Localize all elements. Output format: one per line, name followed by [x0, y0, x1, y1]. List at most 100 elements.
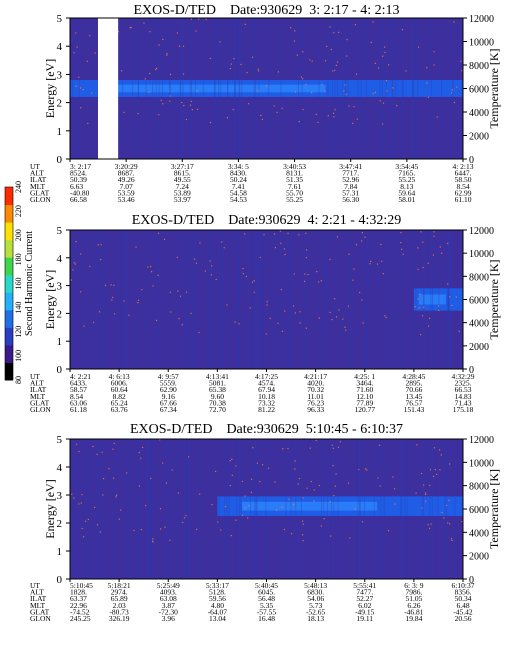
high-count-speckle [330, 535, 332, 537]
ephem-value: 52.96 [342, 175, 359, 184]
high-count-speckle [279, 230, 282, 232]
colorbar-tick-label: 220 [14, 205, 23, 217]
colorbar-segment [5, 257, 13, 276]
high-count-speckle [78, 503, 80, 505]
high-count-speckle [274, 247, 277, 249]
y2-axis-label: Temperature [K] [487, 259, 501, 339]
high-count-speckle [359, 291, 361, 294]
high-count-speckle [323, 518, 325, 520]
high-count-speckle [372, 21, 374, 23]
noise-streak [234, 18, 236, 159]
noise-streak [392, 18, 394, 159]
high-count-speckle [284, 253, 286, 256]
high-count-speckle [421, 507, 423, 509]
high-count-speckle [141, 289, 143, 291]
high-count-speckle [287, 447, 289, 450]
noise-streak [145, 18, 147, 159]
high-count-speckle [179, 295, 182, 297]
high-count-speckle [133, 529, 135, 532]
noise-streak [122, 18, 124, 159]
noise-streak [347, 18, 349, 159]
noise-streak [137, 18, 139, 159]
high-count-speckle [318, 484, 320, 487]
noise-streak [290, 439, 292, 579]
noise-streak [337, 18, 339, 159]
ephem-value: 53.59 [118, 188, 135, 197]
ephem-value: 56.30 [342, 195, 359, 204]
high-count-speckle [335, 64, 338, 66]
high-count-speckle [451, 89, 453, 91]
high-count-speckle [217, 521, 219, 523]
high-count-speckle [163, 238, 166, 240]
high-count-speckle [253, 291, 255, 293]
ephem-value: 76.23 [307, 398, 324, 407]
high-count-speckle [70, 279, 72, 281]
y2-tick-label: 0 [469, 575, 474, 586]
high-count-speckle [419, 334, 422, 336]
high-count-speckle [265, 85, 268, 87]
high-count-speckle [415, 492, 417, 494]
noise-streak [268, 18, 270, 159]
y2-tick-label: 6000 [469, 505, 489, 516]
y2-tick-label: 10000 [469, 38, 494, 49]
high-count-speckle [281, 107, 283, 109]
noise-streak [363, 439, 365, 579]
high-count-speckle [347, 305, 349, 307]
noise-streak [220, 230, 222, 369]
noise-streak [227, 18, 229, 159]
y-tick-label: 4 [57, 41, 63, 53]
high-count-speckle [155, 67, 158, 70]
y2-tick-label: 8000 [469, 482, 489, 493]
ephem-value: 4:17:25 [255, 372, 278, 381]
high-count-speckle [374, 62, 377, 64]
ephem-value: 53.89 [174, 188, 191, 197]
high-count-speckle [257, 90, 259, 92]
high-count-speckle [302, 540, 304, 542]
high-count-speckle [162, 103, 164, 105]
ephem-value: 4:21:17 [304, 372, 327, 381]
high-count-speckle [320, 280, 322, 282]
high-count-speckle [372, 93, 374, 95]
high-count-speckle [334, 485, 336, 487]
high-count-speckle [298, 121, 300, 123]
y2-tick-label: 10000 [469, 249, 494, 260]
high-count-speckle [288, 498, 290, 500]
high-count-speckle [128, 314, 130, 316]
noise-streak [187, 230, 189, 369]
noise-streak [324, 230, 326, 369]
high-count-speckle [287, 232, 289, 234]
noise-streak [135, 230, 137, 369]
high-count-speckle [379, 485, 381, 487]
noise-streak [412, 18, 414, 159]
ephem-value: 5:25:49 [157, 581, 180, 590]
panel-title-date: Date:930629 [230, 3, 302, 18]
high-count-speckle [394, 503, 396, 505]
ephem-value: 65.89 [111, 594, 128, 603]
ephem-value: 67.94 [258, 385, 275, 394]
noise-streak [182, 18, 184, 159]
noise-streak [421, 439, 423, 579]
high-count-speckle [244, 23, 246, 25]
high-count-speckle [333, 32, 335, 34]
ephem-value: 6:10:37 [452, 581, 475, 590]
ephem-value: 65.38 [209, 385, 226, 394]
noise-streak [234, 18, 236, 159]
noise-streak [222, 230, 224, 369]
high-count-speckle [433, 64, 435, 66]
ephem-value: 54.53 [230, 195, 247, 204]
noise-streak [360, 18, 362, 159]
spectrogram-panel-1: EXOS-D/TED Date:930629 3: 2:17 - 4: 2:13 0 1… [30, 3, 501, 204]
ephem-value: 5:40:45 [255, 581, 278, 590]
noise-streak [280, 18, 282, 159]
high-count-speckle [420, 472, 423, 475]
y-tick-label: 4 [57, 462, 63, 474]
high-count-speckle [332, 464, 334, 467]
ephem-value: 50.39 [70, 175, 87, 184]
noise-streak [255, 230, 257, 369]
high-count-speckle [460, 60, 462, 62]
noise-streak [395, 18, 397, 159]
high-count-speckle [426, 82, 428, 84]
noise-streak [359, 439, 361, 579]
y2-tick-label: 6000 [469, 296, 489, 307]
high-count-speckle [157, 232, 160, 234]
